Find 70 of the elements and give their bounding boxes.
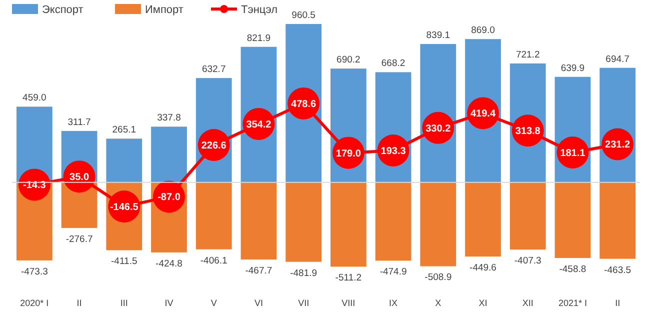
x-tick-label: VI	[254, 298, 263, 308]
data-label: 459.0	[22, 92, 46, 104]
data-label: 35.0	[70, 172, 90, 184]
data-label: 330.2	[426, 123, 452, 134]
bar	[510, 182, 546, 250]
data-label: -511.2	[335, 272, 362, 284]
bar	[330, 182, 366, 267]
data-label: -467.7	[245, 265, 272, 276]
data-label: 869.0	[471, 25, 495, 36]
data-label: 265.1	[112, 124, 136, 136]
bar	[151, 126, 187, 182]
x-tick-label: VIII	[342, 298, 356, 308]
x-tick-label: II	[615, 298, 620, 308]
data-label: 839.1	[426, 30, 450, 42]
x-tick-label: V	[210, 298, 217, 308]
data-label: -146.5	[110, 202, 139, 214]
data-label: 231.2	[605, 140, 631, 151]
data-label: 690.2	[336, 54, 360, 66]
data-label: 668.2	[381, 58, 406, 70]
bar	[196, 182, 232, 250]
data-label: -407.3	[514, 256, 542, 266]
data-label: -87.0	[158, 192, 181, 204]
data-label: -406.1	[200, 255, 228, 266]
bar	[600, 182, 636, 259]
bar	[465, 182, 501, 256]
legend-label: Экспорт	[42, 4, 84, 16]
x-tick-label: 2021* I	[558, 298, 587, 308]
x-tick-label: XI	[478, 298, 488, 308]
data-label: -458.8	[559, 264, 586, 275]
data-label: 193.3	[380, 146, 406, 157]
data-label: 181.1	[560, 148, 586, 159]
x-tick-label: IV	[164, 298, 174, 308]
data-label: 639.9	[560, 62, 585, 74]
bar	[106, 138, 142, 182]
data-label: 313.8	[515, 126, 541, 138]
x-tick-label: X	[435, 298, 442, 308]
x-tick-label: II	[76, 298, 82, 308]
bar	[375, 182, 412, 261]
x-tick-label: VII	[298, 298, 310, 308]
legend-label: Тэнцэл	[241, 4, 278, 16]
data-label: 311.7	[68, 116, 91, 128]
x-tick-label: 2020* I	[20, 298, 49, 308]
data-label: 226.6	[201, 140, 227, 152]
x-tick-label: IX	[389, 298, 398, 308]
bar	[554, 182, 591, 258]
data-label: -411.5	[111, 256, 138, 268]
data-label: 721.2	[516, 49, 540, 60]
bar	[420, 182, 456, 266]
data-label: 478.6	[291, 98, 317, 110]
data-label: -473.3	[20, 266, 48, 278]
legend-label: Импорт	[145, 4, 184, 16]
data-label: -449.6	[470, 262, 496, 274]
data-label: 337.8	[157, 112, 181, 124]
data-label: 419.4	[470, 108, 496, 120]
bar	[240, 182, 277, 260]
x-tick-label: XII	[522, 298, 534, 308]
data-label: -474.9	[380, 266, 407, 278]
x-tick-label: III	[120, 298, 128, 308]
bar	[286, 182, 322, 262]
data-label: 694.7	[606, 54, 630, 65]
data-label: 632.7	[202, 64, 226, 76]
data-label: -481.9	[290, 268, 318, 279]
data-label: 179.0	[336, 148, 362, 160]
data-label: 354.2	[246, 119, 272, 130]
data-label: -463.5	[604, 264, 632, 276]
data-label: 821.9	[246, 32, 271, 44]
data-label: 960.5	[292, 10, 316, 21]
data-label: -424.8	[156, 258, 182, 270]
data-label: -276.7	[66, 234, 93, 245]
data-label: -508.9	[424, 272, 452, 284]
